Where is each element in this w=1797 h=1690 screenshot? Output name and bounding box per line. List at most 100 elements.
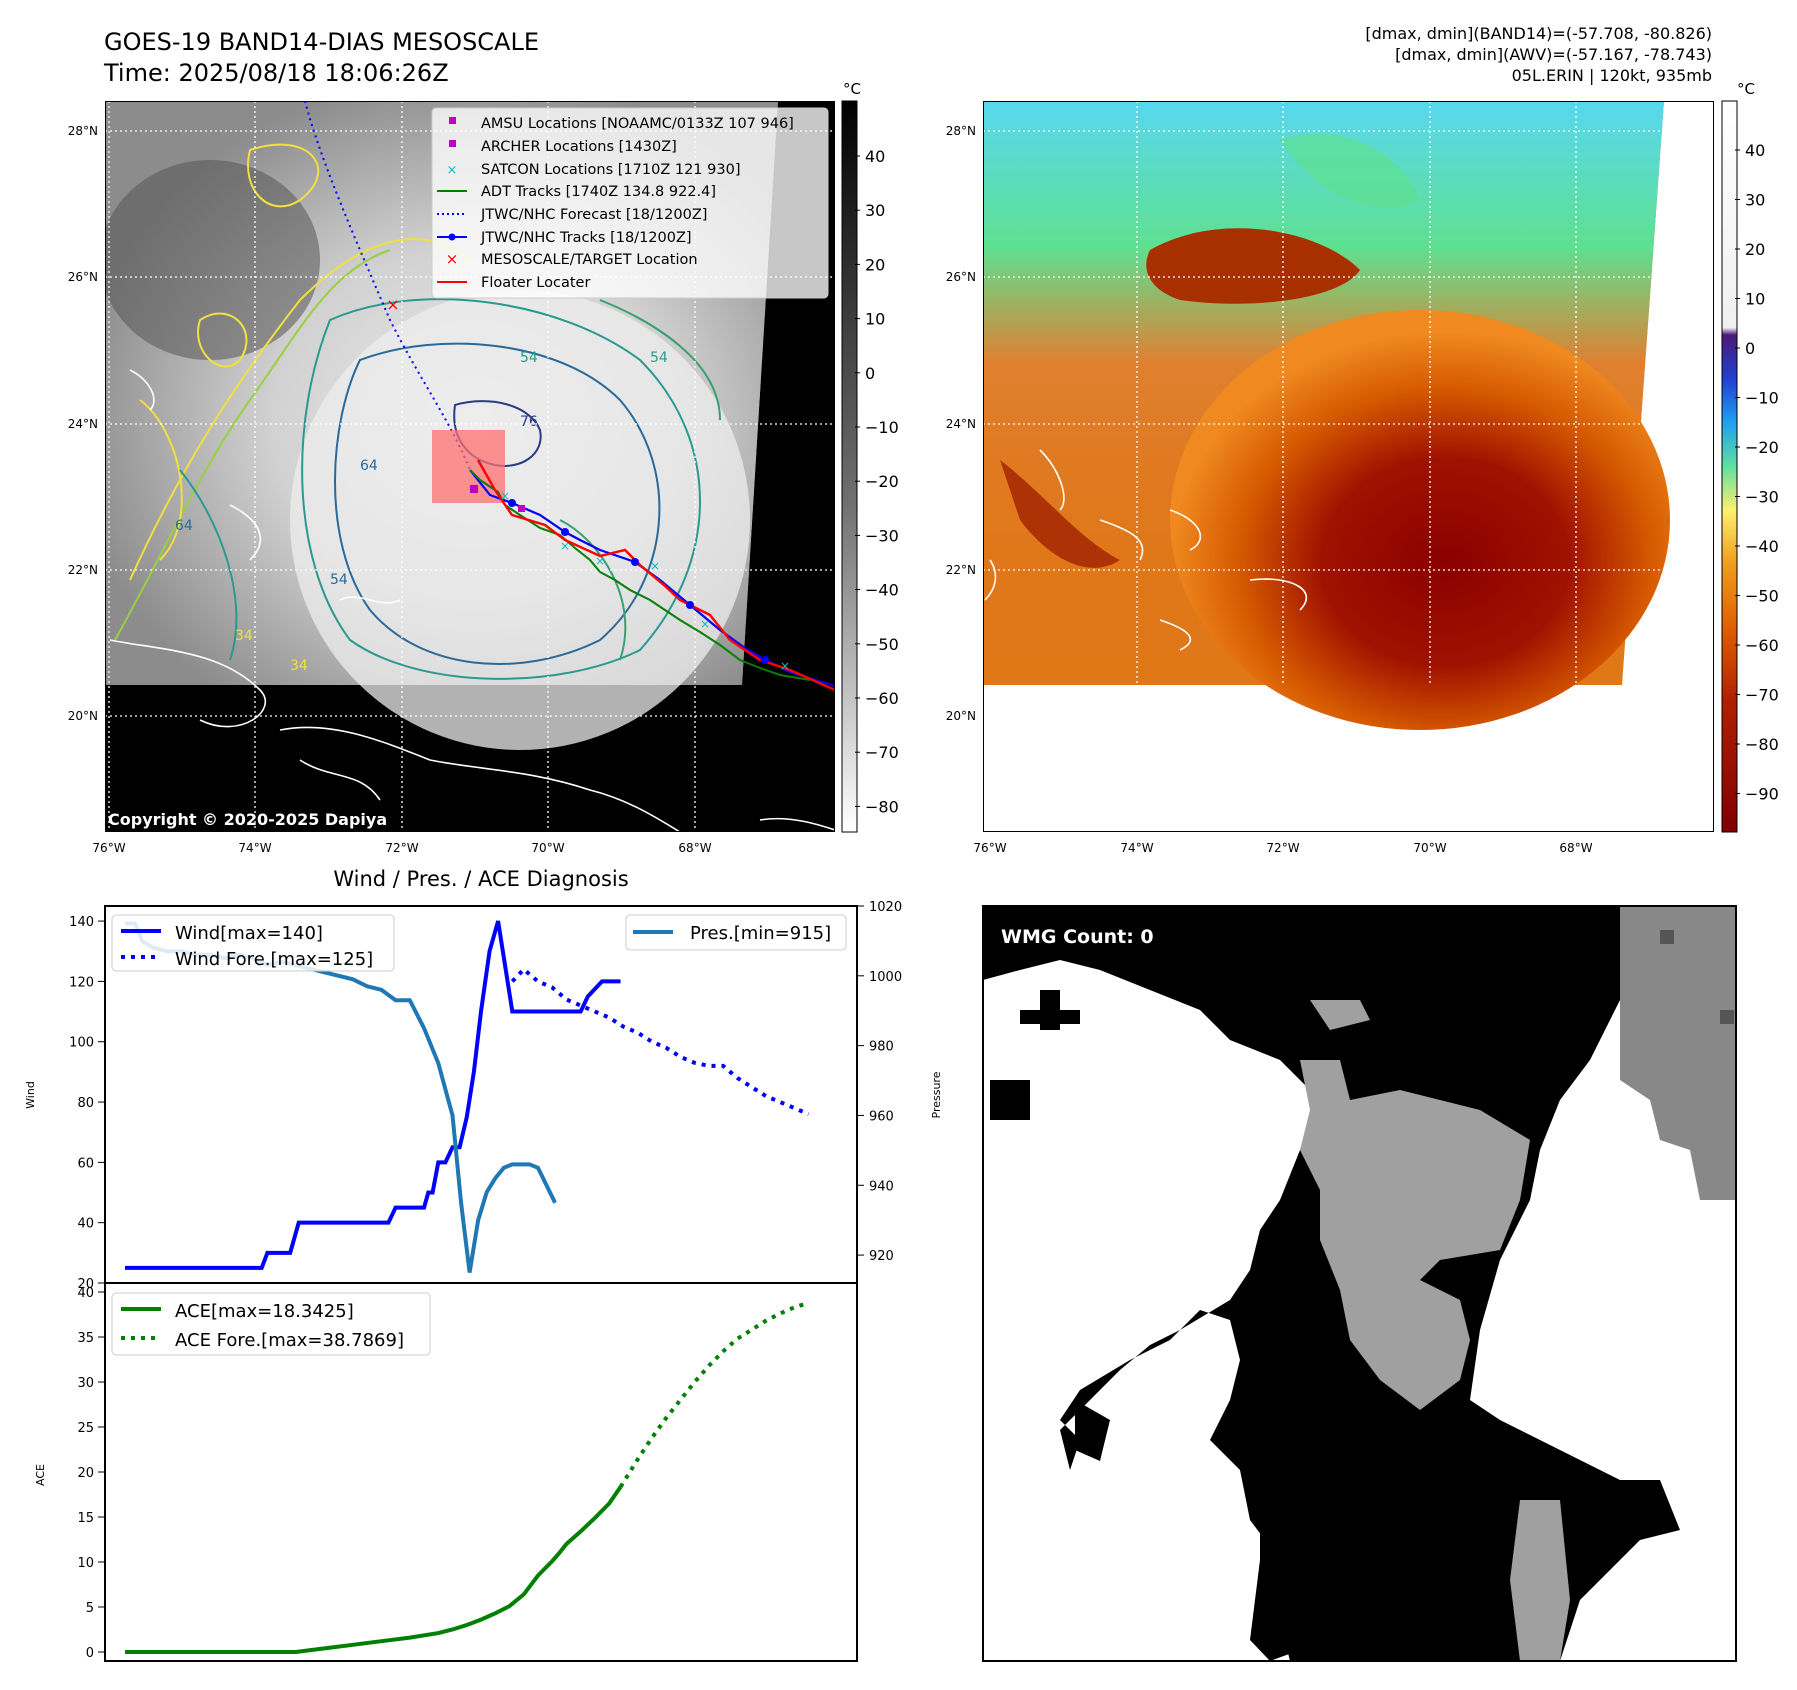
map1-lat-ticks: 28°N 26°N 24°N 22°N 20°N: [68, 124, 98, 723]
colorbar-tick-label: −10: [865, 418, 899, 437]
svg-text:72°W: 72°W: [1266, 841, 1299, 855]
colorbar-tick-label: −70: [1745, 686, 1779, 705]
svg-text:×: ×: [560, 539, 570, 553]
wmg-gray-region: [1310, 1000, 1370, 1030]
copyright: Copyright © 2020-2025 Dapiya: [108, 810, 387, 829]
contour-label: 54: [650, 350, 668, 366]
ace-ytick-label: 10: [77, 1556, 94, 1571]
colorbar-tick-label: −70: [865, 743, 899, 762]
legend-label: ACE Fore.[max=38.7869]: [175, 1330, 404, 1351]
pres-ytick-label: 960: [869, 1109, 894, 1124]
colorbar-tick-label: −20: [865, 472, 899, 491]
map-ir-color: [983, 101, 1714, 832]
series-line: [125, 920, 621, 1270]
ace-ytick-label: 5: [86, 1601, 94, 1616]
wmg-black-region: [1075, 1400, 1110, 1461]
svg-text:72°W: 72°W: [385, 841, 418, 855]
ace-ytick-label: 40: [77, 1286, 94, 1301]
svg-text:68°W: 68°W: [678, 841, 711, 855]
svg-text:70°W: 70°W: [531, 841, 564, 855]
wmg-black-region: [1240, 1420, 1330, 1560]
wind-ytick-label: 40: [77, 1217, 94, 1232]
svg-text:76°W: 76°W: [92, 841, 125, 855]
colorbar-tick-label: −10: [1745, 389, 1779, 408]
colorbar-tick-label: 40: [1745, 141, 1765, 160]
svg-text:28°N: 28°N: [68, 124, 98, 138]
colorbar-tick-label: 20: [1745, 240, 1765, 259]
colorbar-tick-label: 20: [865, 255, 885, 274]
satcon-points: × × × × × ×: [500, 489, 790, 673]
wmg-gray-region: [1300, 1060, 1530, 1410]
colorbar-tick-label: −30: [1745, 488, 1779, 507]
wmg-count: WMG Count: 0: [1001, 926, 1154, 948]
svg-text:22°N: 22°N: [68, 563, 98, 577]
archer-point: [470, 485, 478, 493]
svg-text:70°W: 70°W: [1413, 841, 1446, 855]
svg-text:26°N: 26°N: [68, 270, 98, 284]
svg-text:×: ×: [700, 617, 710, 631]
svg-text:×: ×: [500, 489, 510, 503]
svg-text:×: ×: [780, 659, 790, 673]
svg-text:76°W: 76°W: [973, 841, 1006, 855]
wind-pres-plot: 20 40 60 80 100 120 140 920 940 960 980 1000 1020 W…: [24, 900, 943, 1292]
svg-text:26°N: 26°N: [946, 270, 976, 284]
wind-ytick-label: 60: [77, 1156, 94, 1171]
svg-text:20°N: 20°N: [946, 709, 976, 723]
colorbar-tick-label: 0: [1745, 339, 1755, 358]
colorbar-tick-label: −80: [865, 797, 899, 816]
ace-ytick-label: 25: [77, 1421, 94, 1436]
pres-ytick-label: 940: [869, 1179, 894, 1194]
colorbar-tick-label: −60: [1745, 636, 1779, 655]
ace-legend: ACE[max=18.3425] ACE Fore.[max=38.7869]: [111, 1292, 431, 1356]
wind-ytick-label: 80: [77, 1096, 94, 1111]
mesoscale-target-marker: ×: [386, 295, 399, 314]
pres-legend: Pres.[min=915]: [625, 914, 847, 951]
wmg-panel: WMG Count: 0: [982, 905, 1737, 1662]
svg-text:×: ×: [650, 559, 660, 573]
wmg-black-region: [1250, 1560, 1300, 1661]
storm-info: 05L.ERIN | 120kt, 935mb: [1512, 66, 1712, 85]
contour-label: 64: [360, 458, 378, 474]
legend-label: JTWC/NHC Forecast [18/1200Z]: [480, 207, 707, 223]
colorbar-tick-label: −30: [865, 526, 899, 545]
colorbar-tick-label: −80: [1745, 735, 1779, 754]
colorbar-tick-label: −90: [1745, 785, 1779, 804]
map2-lat-ticks: 28°N 26°N 24°N 22°N 20°N: [946, 124, 976, 723]
colorbar-color: °C 40 30 20 10 0 −10 −20 −30 −40 −50 −60 −70 −80 −90: [1721, 80, 1779, 833]
colorbar-tick-label: −40: [1745, 537, 1779, 556]
ace-ytick-label: 20: [77, 1466, 94, 1481]
pres-ytick-label: 980: [869, 1040, 894, 1055]
svg-text:74°W: 74°W: [1120, 841, 1153, 855]
contour-label: 34: [235, 628, 253, 644]
ace-ytick-label: 15: [77, 1511, 94, 1526]
colorbar-tick-label: 10: [865, 310, 885, 329]
ace-ytick-label: 35: [77, 1331, 94, 1346]
ace-plot: 0 5 10 15 20 25 30 35 40 ACE ACE[max=18.3425] AC…: [34, 1282, 858, 1662]
colorbar-tick-label: 10: [1745, 290, 1765, 309]
contour-label: 34: [290, 658, 308, 674]
contour-label: 76: [520, 414, 538, 430]
svg-text:20°N: 20°N: [68, 709, 98, 723]
pres-ytick-label: 920: [869, 1249, 894, 1264]
colorbar-tick-label: −40: [865, 581, 899, 600]
legend-marker-satcon: ×: [447, 163, 458, 178]
svg-text:68°W: 68°W: [1559, 841, 1592, 855]
colorbar-unit: °C: [843, 80, 861, 98]
forecast-track: [304, 101, 471, 471]
contour-label: 64: [175, 518, 193, 534]
colorbar-tick-label: −20: [1745, 438, 1779, 457]
legend-label: ARCHER Locations [1430Z]: [481, 139, 677, 155]
colorbar-tick-label: 30: [865, 201, 885, 220]
legend-label: Floater Locater: [481, 275, 590, 291]
wind-ytick-label: 120: [69, 975, 94, 990]
legend-label: MESOSCALE/TARGET Location: [481, 252, 698, 268]
stats-awv: [dmax, dmin](AWV)=(-57.167, -78.743): [1395, 45, 1712, 64]
wmg-darkgray-region: [1620, 906, 1736, 1200]
legend-label: SATCON Locations [1710Z 121 930]: [481, 162, 740, 178]
wind-ytick-label: 140: [69, 915, 94, 930]
svg-text:24°N: 24°N: [946, 417, 976, 431]
floater-square: [432, 430, 505, 503]
svg-text:×: ×: [595, 554, 605, 568]
colorbar-unit: °C: [1737, 80, 1755, 98]
ace-ytick-label: 0: [86, 1646, 94, 1661]
